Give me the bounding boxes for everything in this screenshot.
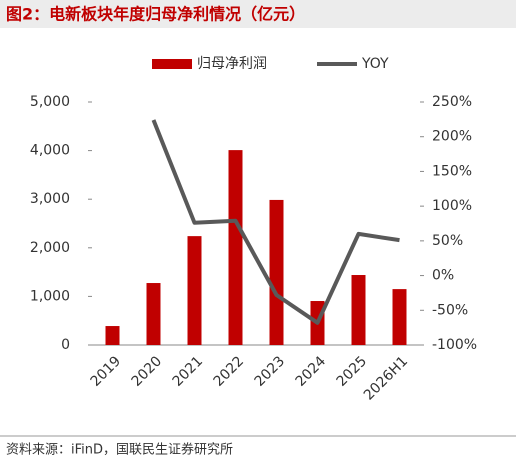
y-tick-label: 3,000 [30, 191, 70, 207]
y-tick-label: 5,000 [30, 94, 70, 110]
x-tick-label: 2026H1 [361, 353, 411, 403]
y2-tick-label: 200% [432, 129, 472, 145]
title-band [0, 0, 516, 28]
x-tick-label: 2022 [211, 353, 248, 390]
y-tick-label: 4,000 [30, 143, 70, 159]
x-tick-label: 2023 [252, 353, 289, 390]
y2-tick-label: 150% [432, 163, 472, 179]
line [151, 119, 400, 325]
x-tick-label: 2024 [293, 353, 330, 390]
legend-swatch [152, 59, 192, 69]
y-tick-label: 0 [61, 337, 70, 353]
bar [187, 236, 202, 345]
chart-title: 图2：电新板块年度归母净利情况（亿元） [6, 5, 305, 24]
x-tick-label: 2021 [170, 353, 207, 390]
x-tick-label: 2019 [88, 353, 125, 390]
y-tick-label: 2,000 [30, 240, 70, 256]
bar [269, 199, 284, 345]
bar [351, 275, 366, 345]
x-tick-label: 2020 [129, 353, 166, 390]
x-tick-label: 2025 [334, 353, 371, 390]
bar [146, 283, 161, 345]
bar [105, 326, 120, 345]
y2-tick-label: 50% [432, 233, 463, 249]
y2-tick-label: 250% [432, 94, 472, 110]
legend-label: YOY [361, 56, 389, 72]
legend-label: 归母净利润 [197, 55, 267, 72]
y2-tick-label: 0% [432, 268, 454, 284]
y2-tick-label: -50% [432, 302, 468, 318]
y-tick-label: 1,000 [30, 288, 70, 304]
bar [228, 150, 243, 345]
source-note: 资料来源：iFinD，国联民生证券研究所 [6, 442, 233, 458]
bar [392, 289, 407, 345]
y2-tick-label: 100% [432, 198, 472, 214]
y2-tick-label: -100% [432, 337, 477, 353]
